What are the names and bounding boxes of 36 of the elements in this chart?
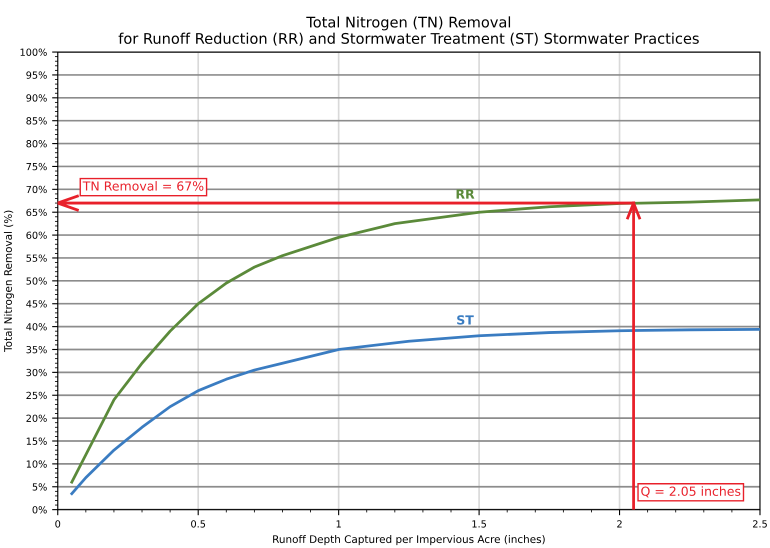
line-series bbox=[70, 198, 760, 484]
x-axis-title: Runoff Depth Captured per Impervious Acre (inches) bbox=[273, 535, 545, 546]
y-tick-label: 5% bbox=[32, 483, 47, 491]
series-label: ST bbox=[457, 315, 474, 325]
y-tick-label: 20% bbox=[26, 414, 47, 422]
x-tick-label: 2 bbox=[617, 520, 622, 528]
y-tick-label: 75% bbox=[26, 162, 47, 170]
y-tick-label: 95% bbox=[26, 71, 47, 79]
ref-line-label: TN Removal = 67% bbox=[82, 181, 204, 191]
y-tick-label: 55% bbox=[26, 254, 47, 262]
y-tick-label: 30% bbox=[26, 368, 47, 376]
y-tick-label: 35% bbox=[26, 346, 47, 354]
y-axis-title: Total Nitrogen Removal (%) bbox=[4, 210, 14, 352]
series-label: RR bbox=[456, 190, 474, 199]
y-tick-label: 60% bbox=[26, 232, 47, 239]
ref-line-label: Q = 2.05 inches bbox=[641, 486, 740, 498]
y-tick-label: 15% bbox=[26, 437, 47, 445]
chart-title: Total Nitrogen (TN) Removal for Runoff Reduction (RR) and Stormwater Treatment (ST) Stormwater Practices bbox=[118, 16, 699, 46]
y-tick-label: 0% bbox=[32, 506, 47, 514]
y-tick-label: 10% bbox=[26, 460, 47, 468]
y-tick-label: 40% bbox=[26, 323, 47, 330]
y-tick-label: 70% bbox=[26, 186, 47, 194]
y-tick-label: 45% bbox=[26, 300, 47, 308]
y-tick-label: 65% bbox=[26, 208, 47, 216]
x-tick-label: 0.5 bbox=[191, 520, 206, 528]
x-tick-label: 1.5 bbox=[472, 520, 486, 528]
y-tick-label: 25% bbox=[26, 392, 47, 400]
y-tick-label: 80% bbox=[26, 140, 47, 148]
y-tick-label: 85% bbox=[26, 117, 47, 125]
y-tick-label: 50% bbox=[26, 277, 47, 285]
x-tick-label: 1 bbox=[336, 520, 341, 528]
y-tick-label: 90% bbox=[26, 94, 47, 102]
line-series bbox=[70, 328, 760, 496]
x-tick-label: 2.5 bbox=[752, 520, 767, 528]
y-tick-label: 100% bbox=[20, 48, 47, 56]
x-tick-label: 0 bbox=[55, 520, 60, 528]
